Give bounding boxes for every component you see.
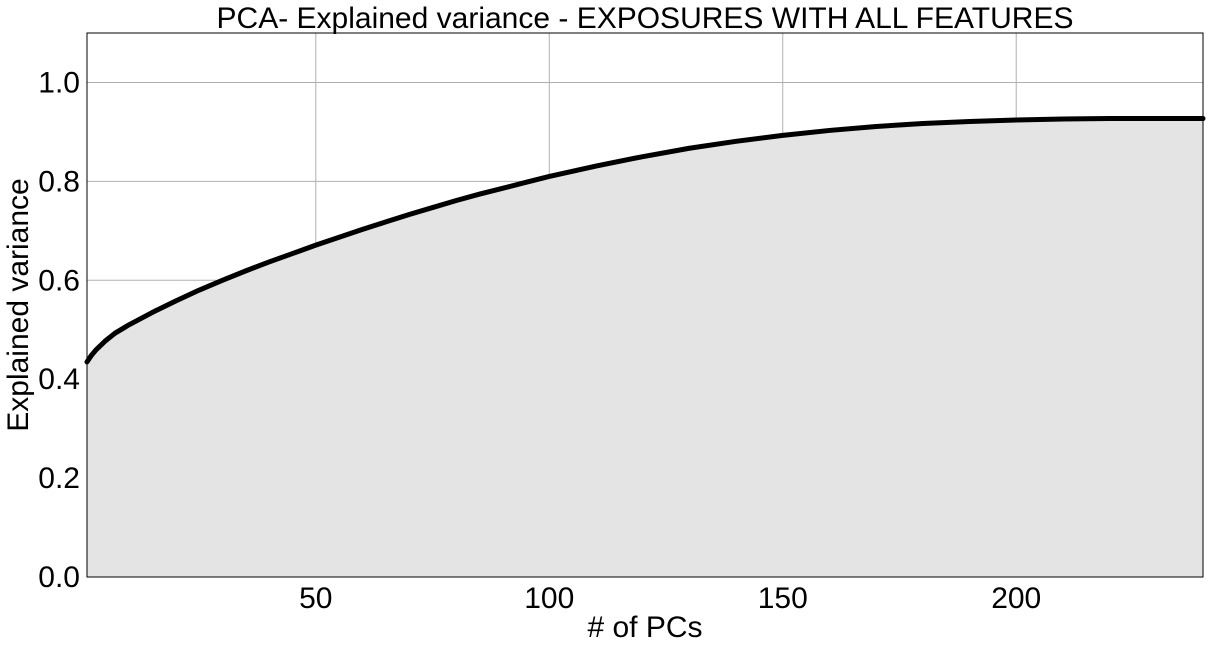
y-axis-label: Explained variance	[2, 178, 35, 432]
x-tick-label: 200	[991, 582, 1041, 615]
x-tick-label: 150	[758, 582, 808, 615]
curve-layer	[84, 116, 1206, 365]
x-axis-ticks: 50 100 150 200	[299, 582, 1041, 615]
x-tick-label: 50	[299, 582, 332, 615]
y-tick-label: 0.0	[38, 561, 80, 594]
y-tick-label: 1.0	[38, 66, 80, 99]
x-tick-label: 100	[524, 582, 574, 615]
y-tick-label: 0.8	[38, 165, 80, 198]
plot-frame	[86, 32, 1204, 578]
area-layer	[87, 118, 1203, 577]
y-axis-ticks: 0.0 0.2 0.4 0.6 0.8 1.0	[38, 66, 80, 594]
y-tick-label: 0.2	[38, 462, 80, 495]
series-area	[87, 118, 1203, 577]
series-line	[84, 116, 1206, 365]
x-axis-label: # of PCs	[587, 611, 702, 644]
chart-title: PCA- Explained variance - EXPOSURES WITH…	[217, 2, 1074, 35]
y-tick-label: 0.4	[38, 363, 80, 396]
y-tick-label: 0.6	[38, 264, 80, 297]
